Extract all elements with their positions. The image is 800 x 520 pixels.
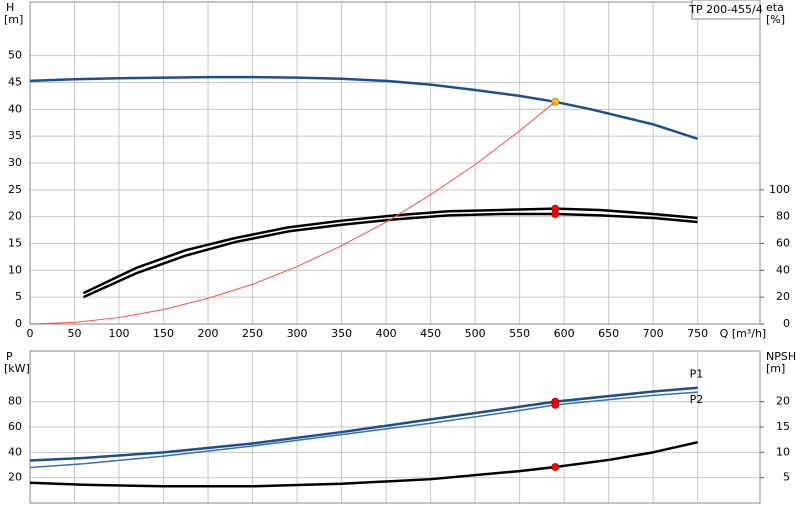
legend-label: P2 <box>690 393 704 406</box>
y2-tick-label: 80 <box>776 210 790 223</box>
curve <box>82 207 698 295</box>
y-tick-label: 50 <box>8 49 22 62</box>
x-tick-label: 250 <box>242 327 263 340</box>
chart-title: TP 200-455/4 <box>688 3 763 16</box>
y2-axis-unit: [%] <box>766 13 785 26</box>
x-axis-label: Q [m³/h] <box>720 327 767 340</box>
y-tick-label: 40 <box>8 102 22 115</box>
y2-tick-label: 20 <box>776 395 790 408</box>
y-tick-label: 30 <box>8 156 22 169</box>
plot-frame <box>29 1 761 325</box>
y-tick-label: 5 <box>15 290 22 303</box>
y2-tick-label: 100 <box>769 183 790 196</box>
title-box <box>691 0 761 20</box>
curve <box>29 391 698 469</box>
duty-point <box>551 210 560 218</box>
curve <box>29 101 556 325</box>
x-tick-label: 300 <box>287 327 308 340</box>
curve <box>29 440 698 488</box>
y2-tick-label: 40 <box>776 263 790 276</box>
y-tick-label: 20 <box>8 471 22 484</box>
curve <box>29 386 698 462</box>
y2-axis-label: eta <box>766 1 784 14</box>
x-tick-label: 0 <box>27 327 34 340</box>
y-axis-label: P <box>6 350 13 363</box>
x-tick-label: 650 <box>598 327 619 340</box>
x-tick-label: 450 <box>420 327 441 340</box>
y2-tick-label: 15 <box>776 420 790 433</box>
duty-point <box>551 463 560 471</box>
y-axis-label: H <box>6 1 14 14</box>
x-tick-label: 350 <box>331 327 352 340</box>
y-tick-label: 10 <box>8 263 22 276</box>
curve <box>29 75 699 141</box>
y-tick-label: 25 <box>8 183 22 196</box>
x-tick-label: 50 <box>68 327 82 340</box>
x-tick-label: 150 <box>153 327 174 340</box>
y-tick-label: 40 <box>8 445 22 458</box>
y2-tick-label: 0 <box>783 317 790 330</box>
y2-tick-label: 5 <box>783 471 790 484</box>
x-tick-label: 750 <box>687 327 708 340</box>
plot-frame <box>29 350 761 504</box>
duty-point <box>551 400 560 409</box>
x-tick-label: 200 <box>198 327 219 340</box>
x-tick-label: 700 <box>643 327 664 340</box>
y2-axis-label: NPSH <box>766 350 796 363</box>
y-tick-label: 35 <box>8 129 22 142</box>
y2-axis-unit: [m] <box>766 362 785 375</box>
x-tick-label: 550 <box>509 327 530 340</box>
y-tick-label: 20 <box>8 210 22 223</box>
y2-tick-label: 20 <box>776 290 790 303</box>
y2-tick-label: 60 <box>776 237 790 250</box>
y-tick-label: 45 <box>8 76 22 89</box>
x-tick-label: 600 <box>554 327 575 340</box>
y2-tick-label: 10 <box>776 445 790 458</box>
y-tick-label: 15 <box>8 237 22 250</box>
curve <box>82 212 698 299</box>
x-tick-label: 100 <box>109 327 130 340</box>
y-axis-unit: [kW] <box>4 362 30 375</box>
y-tick-label: 60 <box>8 420 22 433</box>
y-axis-unit: [m] <box>4 13 23 26</box>
x-tick-label: 500 <box>465 327 486 340</box>
y-tick-label: 80 <box>8 395 22 408</box>
y-tick-label: 0 <box>15 317 22 330</box>
legend-label: P1 <box>690 368 704 381</box>
x-tick-label: 400 <box>376 327 397 340</box>
